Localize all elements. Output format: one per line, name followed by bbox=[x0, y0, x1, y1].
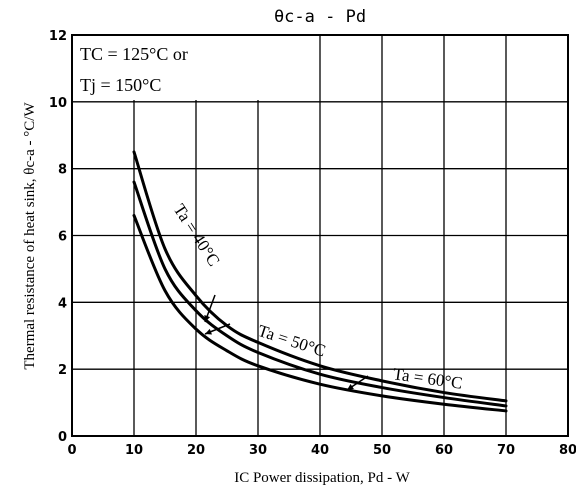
x-tick-label: 30 bbox=[249, 443, 267, 458]
arrowhead bbox=[205, 328, 212, 335]
series-line-2 bbox=[132, 180, 508, 408]
y-tick-label: 6 bbox=[58, 230, 67, 245]
grid-lines bbox=[72, 35, 568, 436]
arrowhead bbox=[347, 383, 354, 390]
plot-frame bbox=[71, 34, 569, 437]
condition-line-1: TC = 125°C or bbox=[80, 44, 188, 64]
x-tick-label: 10 bbox=[125, 443, 143, 458]
x-axis-label: IC Power dissipation, Pd - W bbox=[234, 470, 410, 486]
series-lines bbox=[132, 150, 508, 413]
y-tick-label: 2 bbox=[58, 363, 67, 378]
x-tick-label: 70 bbox=[497, 443, 515, 458]
y-tick-label: 12 bbox=[49, 29, 67, 44]
x-tick-label: 60 bbox=[435, 443, 453, 458]
y-axis-label: Thermal resistance of heat sink, θc-a - … bbox=[22, 102, 38, 370]
x-tick-label: 0 bbox=[67, 443, 76, 458]
y-tick-label: 10 bbox=[49, 96, 67, 111]
arrowhead bbox=[204, 315, 211, 322]
y-tick-label: 0 bbox=[58, 430, 67, 445]
x-tick-label: 50 bbox=[373, 443, 391, 458]
x-tick-label: 20 bbox=[187, 443, 205, 458]
x-tick-label: 80 bbox=[559, 443, 576, 458]
chart-title: θc-a - Pd bbox=[274, 7, 366, 27]
series-line-1 bbox=[132, 150, 508, 403]
x-tick-label: 40 bbox=[311, 443, 329, 458]
axis-ticks: 0 10 20 30 40 50 60 70 80 0 2 4 6 8 10 12 bbox=[49, 29, 576, 458]
condition-line-2: Tj = 150°C bbox=[80, 75, 161, 95]
series-line-3 bbox=[132, 213, 508, 413]
y-tick-label: 4 bbox=[58, 296, 67, 311]
y-tick-label: 8 bbox=[58, 163, 67, 178]
conditions-background bbox=[74, 36, 262, 100]
